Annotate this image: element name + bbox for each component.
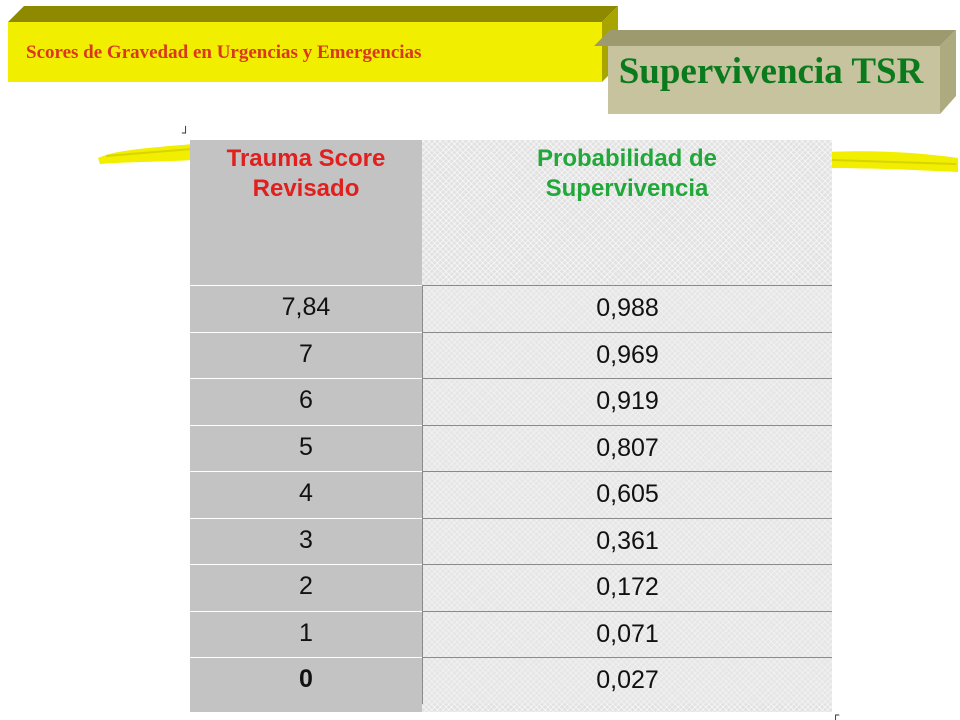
table-body: 7,84 0,988 7 0,969 6 0,919 5 0,807 4 0,6… <box>190 285 832 704</box>
score-cell: 4 <box>299 479 313 507</box>
score-cell: 0 <box>299 665 313 693</box>
probability-cell: 0,969 <box>422 331 832 378</box>
table-row: 1 0,071 <box>190 610 832 657</box>
probability-column-header: Probabilidad de Supervivencia <box>422 144 832 204</box>
probability-cell: 0,919 <box>422 378 832 425</box>
table-row: 5 0,807 <box>190 424 832 471</box>
table-row: 2 0,172 <box>190 564 832 611</box>
table-row: 7 0,969 <box>190 331 832 378</box>
score-cell: 7 <box>299 339 313 368</box>
title-banner-shape <box>594 30 956 114</box>
probability-cell: 0,807 <box>422 424 832 471</box>
score-cell: 6 <box>299 386 313 414</box>
probability-cell: 0,988 <box>422 285 832 332</box>
title-banner: Supervivencia TSR <box>594 30 956 116</box>
probability-cell: 0,071 <box>422 610 832 657</box>
row-separator <box>190 285 422 286</box>
brush-stroke-right <box>828 151 958 172</box>
table-row: 4 0,605 <box>190 471 832 518</box>
score-column <box>190 140 422 712</box>
row-separator <box>190 517 422 519</box>
score-header-line-2: Revisado <box>252 175 360 202</box>
row-separator <box>190 564 422 565</box>
score-cell: 2 <box>299 572 313 600</box>
subtitle-banner-shape <box>8 6 618 82</box>
table-row: 3 0,361 <box>190 517 832 564</box>
probability-cell: 0,361 <box>422 517 832 564</box>
probability-cell: 0,027 <box>422 657 832 704</box>
score-cell: 3 <box>299 525 313 554</box>
page-title: Supervivencia TSR <box>618 51 924 92</box>
score-header-line-1: Trauma Score <box>226 145 386 172</box>
probability-column <box>422 140 832 712</box>
score-column-header: Trauma Score Revisado <box>190 144 422 204</box>
subtitle-text: Scores de Gravedad en Urgencias y Emerge… <box>26 42 422 63</box>
subtitle-banner: Scores de Gravedad en Urgencias y Emerge… <box>8 6 618 84</box>
score-cell: 5 <box>299 432 313 461</box>
row-separator <box>190 331 422 333</box>
row-separator <box>190 657 422 658</box>
probability-cell: 0,172 <box>422 564 832 611</box>
table-row: 7,84 0,988 <box>190 285 832 332</box>
table-row: 6 0,919 <box>190 378 832 425</box>
survival-table: Trauma Score Revisado Probabilidad de Su… <box>190 140 832 712</box>
probability-cell: 0,605 <box>422 471 832 518</box>
table-row: 0 0,027 <box>190 657 832 704</box>
row-separator <box>190 424 422 426</box>
probability-header-line-1: Probabilidad de <box>536 145 718 172</box>
probability-header-line-2: Supervivencia <box>545 175 709 202</box>
score-cell: 7,84 <box>281 293 331 321</box>
row-separator <box>190 378 422 379</box>
row-separator <box>190 471 422 472</box>
corner-mark-top: ┘ <box>182 126 190 140</box>
row-separator <box>190 610 422 612</box>
score-cell: 1 <box>299 618 313 647</box>
corner-mark-bottom: ┌ <box>832 708 840 720</box>
brush-stroke-left <box>98 144 194 164</box>
